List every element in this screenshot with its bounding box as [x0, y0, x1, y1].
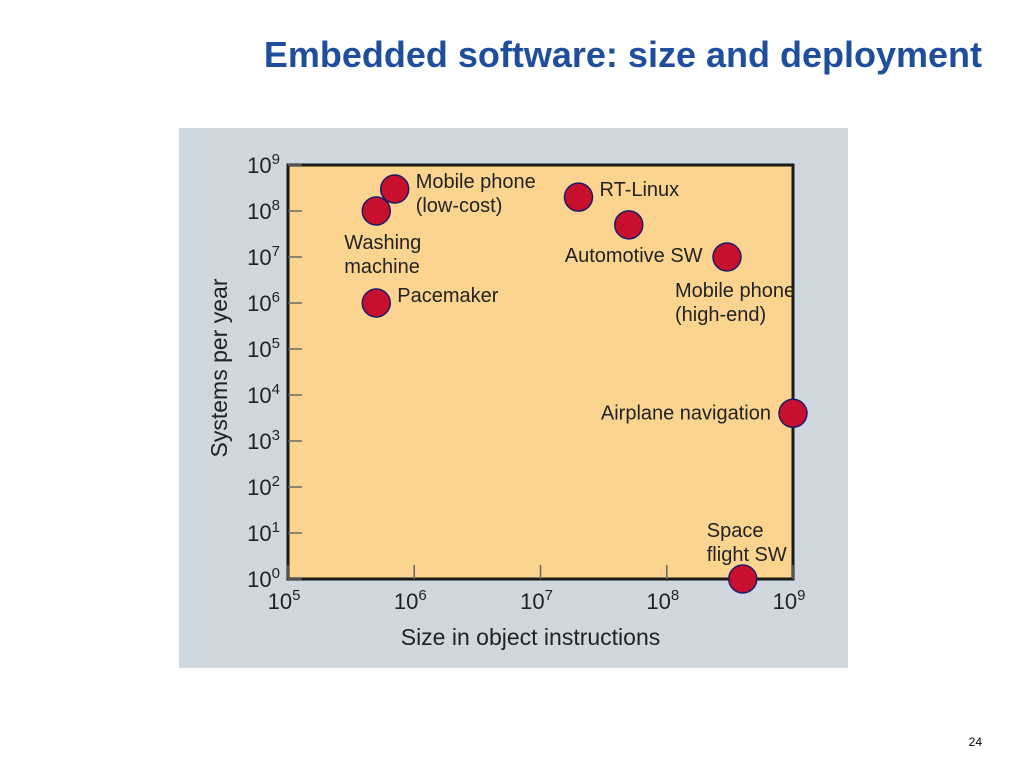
data-point: [778, 398, 808, 429]
plot-area: [286, 163, 795, 581]
y-tick-label: 109: [247, 151, 280, 178]
data-label: Washing machine: [344, 232, 421, 278]
y-tick-label: 102: [247, 473, 280, 500]
data-point: [712, 242, 742, 272]
data-label: Automotive SW: [565, 245, 703, 267]
y-tick-label: 107: [247, 243, 280, 270]
y-tick-label: 100: [247, 565, 280, 592]
x-tick-label: 107: [520, 587, 553, 614]
x-tick-label: 108: [646, 587, 679, 614]
data-point: [361, 288, 391, 318]
y-tick-label: 103: [247, 427, 280, 454]
scatter-chart: 100 101 102 103 104 105 106 107 108 109 105 106 107 1…: [206, 151, 808, 650]
data-label: Space flight SW: [707, 520, 787, 566]
x-tick-label: 106: [394, 587, 427, 614]
x-axis-title: Size in object instructions: [401, 624, 661, 650]
x-tick-label: 105: [268, 587, 301, 614]
x-tick-label: 109: [773, 587, 806, 614]
y-axis-title: Systems per year: [206, 278, 232, 457]
y-tick-label: 101: [247, 519, 280, 546]
page-number: 24: [968, 735, 982, 749]
data-point: [379, 174, 410, 204]
y-tick-label: 105: [247, 335, 280, 362]
data-label: RT-Linux: [600, 179, 680, 201]
data-point: [613, 210, 644, 240]
data-point: [361, 196, 391, 226]
data-label: Mobile phone (low-cost): [416, 171, 536, 217]
slide-title: Embedded software: size and deployment: [263, 34, 982, 75]
data-point: [563, 182, 594, 212]
figure-panel: 100 101 102 103 104 105 106 107 108 109 105 106 107 1…: [179, 128, 848, 668]
data-point: [728, 564, 758, 594]
y-tick-label: 106: [247, 289, 280, 316]
data-label: Mobile phone (high-end): [675, 280, 795, 326]
y-tick-label: 108: [247, 197, 280, 224]
data-label: Pacemaker: [397, 285, 498, 307]
data-label: Airplane navigation: [601, 402, 771, 424]
y-tick-label: 104: [247, 381, 280, 408]
